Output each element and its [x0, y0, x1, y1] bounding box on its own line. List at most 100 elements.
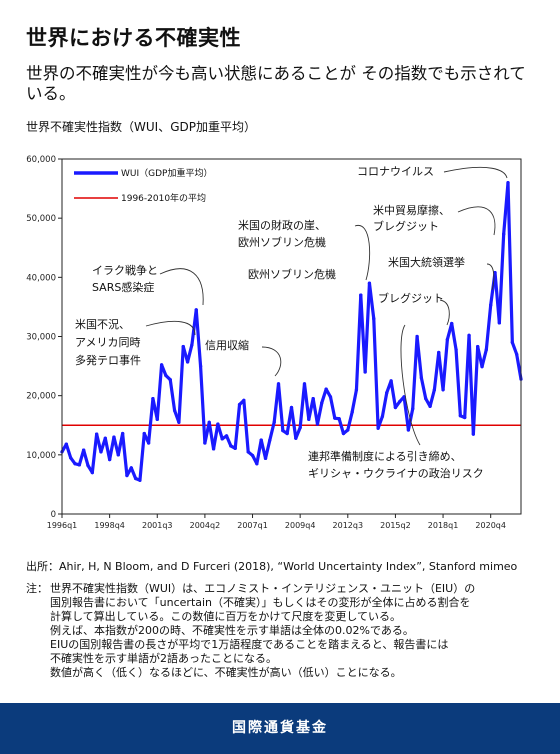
x-tick-label: 2001q3	[142, 521, 173, 530]
wui-segment	[64, 442, 73, 460]
annotation-line: ブレグジット	[373, 219, 439, 233]
x-axis: 1996q1 1998q4 2001q3 2004q2 2007q1 2009q4 2012…	[47, 514, 506, 530]
wui-point	[203, 441, 207, 445]
wui-segment	[363, 281, 372, 374]
wui-point	[428, 404, 432, 408]
note-line: 不確実性を示す単語が2語あったことになる。	[50, 652, 277, 665]
annotation-label: 米国不況、アメリカ同時多発テロ事件	[75, 317, 141, 367]
wui-segment	[450, 321, 458, 352]
wui-segment	[419, 376, 428, 401]
annotation-line: 欧州ソブリン危機	[238, 235, 326, 249]
wui-point	[311, 397, 315, 401]
wui-point	[411, 407, 415, 411]
wui-segment	[289, 405, 298, 440]
x-tick-label: 2004q2	[190, 521, 221, 530]
annotation-line: SARS感染症	[92, 280, 154, 294]
wui-point	[489, 303, 493, 307]
wui-segment	[441, 337, 449, 392]
wui-point	[376, 426, 380, 430]
wui-point	[276, 382, 281, 386]
y-tick-label: 30,000	[26, 333, 56, 343]
wui-line-chart: 0 10,000 20,000 30,000 40,000 50,000 60,000 19…	[26, 155, 523, 530]
wui-segment	[480, 347, 488, 369]
note-line: 国別報告書において「uncertain（不確実）」もしくはその変形が全体に占める…	[50, 596, 471, 609]
wui-segment	[263, 438, 272, 460]
source-text: 出所：Ahir, H, N Bloom, and D Furceri (2018…	[26, 560, 518, 573]
wui-segment	[224, 434, 233, 448]
note-line: 数値が高く（低く）なるほどに、不確実性が高い（低い）ことになる。	[50, 666, 402, 679]
wui-segment	[484, 303, 493, 352]
wui-segment	[255, 438, 263, 466]
wui-segment	[194, 308, 203, 368]
wui-segment	[471, 344, 480, 436]
wui-point	[393, 405, 398, 410]
note-line: 例えば、本指数が200の時、不確実性を示す単語は全体の0.02%である。	[50, 624, 414, 637]
wui-point	[302, 382, 307, 386]
wui-segment	[185, 343, 194, 364]
x-tick-label: 1998q4	[94, 521, 125, 530]
wui-point	[398, 399, 402, 404]
wui-point	[471, 432, 475, 436]
wui-point	[359, 293, 363, 297]
wui-point	[281, 428, 285, 433]
wui-point	[125, 473, 129, 478]
annotation-leaders	[145, 166, 508, 446]
wui-point	[116, 453, 120, 457]
wui-point	[298, 426, 302, 430]
wui-point	[259, 438, 263, 442]
annotation-line: イラク戦争と	[92, 263, 158, 277]
wui-point	[480, 365, 484, 369]
wui-point	[246, 450, 250, 454]
wui-point	[216, 422, 220, 426]
series-layer	[60, 181, 523, 482]
wui-point	[372, 317, 376, 321]
wui-point	[181, 344, 185, 349]
wui-point	[324, 387, 328, 391]
annotation-leader	[261, 346, 282, 377]
wui-segment	[302, 382, 311, 421]
annotation-line: 米国大統領選挙	[388, 255, 465, 269]
wui-segment	[376, 414, 385, 430]
annotation-label: 信用収縮	[205, 338, 249, 352]
wui-segment	[428, 388, 436, 408]
wui-point	[506, 181, 510, 185]
wui-segment	[211, 422, 220, 451]
wui-point	[484, 347, 488, 352]
x-tick-label: 2012q3	[333, 521, 364, 530]
wui-segment	[320, 387, 328, 405]
wui-segment	[367, 281, 376, 321]
y-tick-label: 20,000	[26, 392, 56, 402]
annotation-line: 多発テロ事件	[75, 353, 141, 367]
wui-segment	[510, 340, 519, 356]
wui-point	[337, 417, 341, 421]
annotation-leader	[486, 263, 495, 291]
x-tick-label: 2007q1	[237, 521, 268, 530]
wui-point	[112, 435, 116, 439]
annotation-leader	[400, 324, 421, 446]
wui-segment	[198, 364, 207, 445]
wui-segment	[328, 395, 337, 420]
wui-segment	[337, 417, 346, 436]
wui-point	[272, 420, 276, 424]
wui-segment	[354, 293, 363, 392]
annotation-line: アメリカ同時	[75, 336, 140, 349]
wui-segment	[346, 410, 354, 432]
annotation-label: 米国大統領選挙	[388, 255, 465, 269]
y-tick-label: 60,000	[26, 155, 56, 165]
annotation-line: コロナウイルス	[357, 165, 434, 178]
annotation-leader	[443, 166, 508, 179]
x-tick-label: 2015q2	[380, 521, 411, 530]
annotation-label: ブレグジット	[378, 291, 444, 305]
annotation-line: 米国不況、	[75, 317, 130, 331]
wui-point	[168, 378, 172, 382]
wui-point	[463, 415, 467, 420]
wui-point	[346, 428, 350, 432]
wui-point	[103, 436, 107, 440]
wui-point	[73, 462, 77, 466]
wui-point	[77, 463, 81, 467]
wui-segment	[380, 391, 389, 418]
wui-segment	[402, 395, 411, 432]
annotation-leader	[159, 268, 204, 306]
wui-point	[493, 271, 497, 275]
